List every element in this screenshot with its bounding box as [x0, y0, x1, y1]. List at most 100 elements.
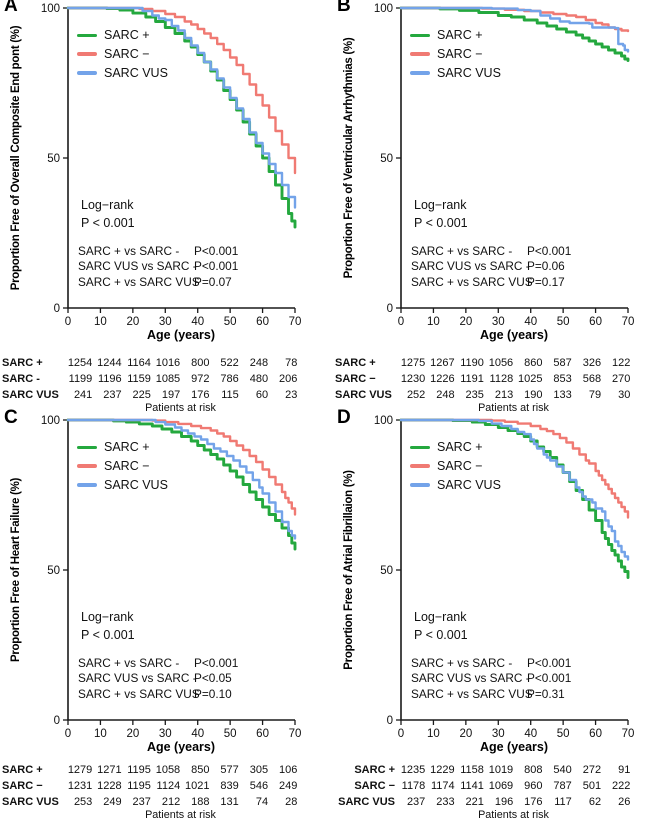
- comparison-p: P<0.001: [527, 656, 572, 670]
- km-curve-sarc_neg: [399, 418, 630, 519]
- legend-item-sarc-pos: SARC +: [77, 438, 168, 457]
- comparison-p: P<0.001: [194, 244, 239, 258]
- at-risk-value: 1178: [401, 780, 426, 792]
- y-tick-label: 100: [41, 3, 60, 15]
- legend-item-sarc-neg: SARC −: [77, 457, 168, 476]
- x-axis-label: Age (years): [480, 328, 548, 342]
- legend-swatch-sarc-vus-icon: [410, 482, 430, 487]
- at-risk-value: 972: [191, 373, 210, 385]
- comparison-label: SARC + vs SARC -: [411, 244, 513, 258]
- pairwise-comparisons: SARC + vs SARC - P<0.001 SARC VUS vs SARC…: [411, 656, 651, 702]
- legend-label: SARC −: [104, 459, 150, 474]
- at-risk-value: 1174: [430, 780, 455, 792]
- y-tick-label: 50: [47, 153, 60, 165]
- y-tick-label: 0: [387, 303, 393, 315]
- y-tick-label: 0: [54, 715, 60, 727]
- at-risk-row-label: SARC VUS: [335, 389, 392, 401]
- at-risk-row-label: SARC VUS: [338, 796, 395, 808]
- comparison-p: P=0.17: [527, 274, 565, 289]
- at-risk-row-label: SARC −: [335, 373, 376, 385]
- at-risk-value: 1271: [97, 764, 122, 776]
- comparison-label: SARC + vs SARC -: [411, 656, 513, 670]
- at-risk-value: 249: [103, 796, 122, 808]
- comparison-p: P=0.31: [527, 686, 565, 701]
- at-risk-value: 1025: [518, 373, 543, 385]
- x-tick-label: 40: [191, 728, 204, 740]
- at-risk-value: 1021: [185, 780, 210, 792]
- at-risk-value: 587: [553, 357, 572, 369]
- at-risk-row: SARC + 1279 1271 1195 1058 850 577 305 106: [0, 764, 333, 776]
- comparison-p: P=0.10: [194, 686, 232, 701]
- x-tick-label: 0: [65, 728, 71, 740]
- legend-label: SARC +: [437, 28, 483, 43]
- x-tick-label: 0: [65, 316, 71, 328]
- at-risk-row-label: SARC -: [2, 373, 40, 385]
- x-tick-label: 40: [524, 728, 537, 740]
- logrank-label: Log−rank: [414, 198, 467, 212]
- logrank-text: Log−rank P < 0.001: [81, 608, 318, 644]
- at-risk-value: 1085: [155, 373, 181, 385]
- comparison-row: SARC + vs SARC - P<0.001: [411, 244, 651, 259]
- comparison-row: SARC + vs SARC - P<0.001: [78, 656, 318, 671]
- at-risk-value: 79: [588, 389, 602, 401]
- comparison-row: SARC + vs SARC VUS P=0.17: [411, 275, 651, 290]
- at-risk-row: SARC + 1275 1267 1190 1056 860 587 326 122: [333, 357, 666, 369]
- at-risk-value: 1019: [488, 764, 514, 776]
- at-risk-value: 1195: [127, 764, 151, 776]
- legend-item-sarc-vus: SARC VUS: [77, 475, 168, 494]
- x-tick-label: 60: [256, 316, 269, 328]
- logrank-label: Log−rank: [81, 198, 134, 212]
- at-risk-value: 188: [191, 796, 210, 808]
- at-risk-row: SARC + 1254 1244 1164 1016 800 522 248 78: [0, 357, 333, 369]
- legend-label: SARC VUS: [437, 477, 501, 492]
- at-risk-row-label: SARC +: [354, 764, 395, 776]
- km-curve-sarc_pos: [66, 418, 297, 551]
- logrank-text: Log−rank P < 0.001: [81, 196, 318, 232]
- at-risk-value: 241: [73, 389, 93, 401]
- at-risk-value: 176: [524, 796, 543, 808]
- at-risk-value: 235: [465, 389, 484, 401]
- x-tick-label: 0: [398, 728, 404, 740]
- at-risk-value: 1231: [67, 780, 93, 792]
- x-tick-label: 10: [94, 316, 107, 328]
- at-risk-value: 74: [255, 796, 269, 808]
- at-risk-value: 480: [249, 373, 269, 385]
- at-risk-caption: Patients at risk: [478, 402, 549, 414]
- comparison-label: SARC VUS vs SARC -: [78, 259, 197, 274]
- at-risk-value: 115: [221, 389, 239, 401]
- y-tick-label: 100: [41, 415, 60, 427]
- legend-swatch-sarc-neg-icon: [77, 464, 97, 468]
- km-curve-sarc_pos: [66, 6, 297, 229]
- x-tick-label: 50: [224, 316, 237, 328]
- at-risk-value: 1279: [67, 764, 93, 776]
- x-tick-label: 30: [492, 728, 505, 740]
- at-risk-value: 1199: [68, 373, 93, 385]
- comparison-row: SARC + vs SARC - P<0.001: [78, 244, 318, 259]
- at-risk-values: 1178 1174 1141 1069 960 787 501 222: [396, 780, 666, 792]
- x-axis-label: Age (years): [147, 328, 215, 342]
- km-curve-sarc_neg: [66, 418, 297, 516]
- x-tick-label: 10: [427, 728, 440, 740]
- at-risk-value: 133: [553, 389, 572, 401]
- at-risk-value: 212: [161, 796, 181, 808]
- at-risk-value: 62: [588, 796, 602, 808]
- at-risk-value: 30: [618, 389, 631, 401]
- at-risk-value: 860: [524, 357, 543, 369]
- x-tick-label: 60: [589, 316, 602, 328]
- at-risk-value: 117: [554, 796, 572, 808]
- x-tick-label: 70: [289, 316, 302, 328]
- panel-label-d: D: [337, 407, 351, 428]
- at-risk-value: 1128: [489, 373, 514, 385]
- at-risk-value: 1159: [127, 373, 151, 385]
- comparison-p: P<0.001: [527, 671, 572, 686]
- at-risk-row-label: SARC VUS: [2, 389, 59, 401]
- logrank-label: Log−rank: [414, 610, 467, 624]
- at-risk-value: 850: [191, 764, 210, 776]
- logrank-text: Log−rank P < 0.001: [414, 608, 651, 644]
- comparison-label: SARC + vs SARC VUS: [78, 686, 200, 701]
- km-curve-sarc_vus: [66, 6, 297, 209]
- legend-swatch-sarc-pos-icon: [77, 33, 97, 38]
- at-risk-value: 853: [553, 373, 572, 385]
- at-risk-value: 1016: [155, 357, 181, 369]
